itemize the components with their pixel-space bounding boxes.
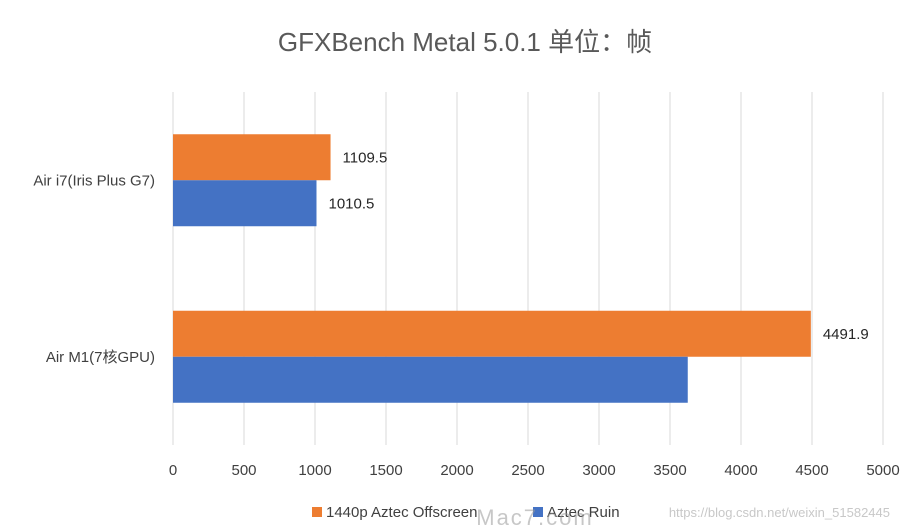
- x-tick-label: 3500: [653, 462, 686, 479]
- x-tick-label: 1000: [298, 462, 331, 479]
- x-tick-label: 4500: [795, 462, 828, 479]
- x-tick-labels: 0 500 1000 1500 2000 2500 3000 3500 4000 4500 5000: [169, 462, 900, 479]
- watermark-csdn: https://blog.csdn.net/weixin_51582445: [669, 505, 890, 520]
- legend-label: 1440p Aztec Offscreen: [326, 504, 478, 521]
- category-label: Air i7(Iris Plus G7): [33, 172, 155, 189]
- x-tick-label: 4000: [724, 462, 757, 479]
- category-label: Air M1(7核GPU): [46, 349, 155, 366]
- data-labels: 1109.5 1010.5 4491.9: [328, 149, 868, 343]
- data-label: 4491.9: [823, 326, 869, 343]
- legend-label: Aztec Ruin: [547, 504, 620, 521]
- legend-swatch: [312, 507, 322, 517]
- category-labels: Air i7(Iris Plus G7) Air M1(7核GPU): [33, 172, 155, 366]
- bars: [173, 134, 811, 403]
- chart-title: GFXBench Metal 5.0.1 单位：帧: [278, 27, 652, 57]
- x-tick-label: 3000: [582, 462, 615, 479]
- x-tick-label: 2000: [440, 462, 473, 479]
- x-tick-label: 500: [231, 462, 256, 479]
- watermark-mac: Mac7.com: [476, 505, 593, 530]
- legend-swatch: [533, 507, 543, 517]
- x-tick-label: 2500: [511, 462, 544, 479]
- data-label: 1109.5: [343, 149, 388, 166]
- x-tick-label: 1500: [369, 462, 402, 479]
- x-tick-label: 0: [169, 462, 177, 479]
- data-label: 1010.5: [328, 195, 374, 212]
- bar-aztec-offscreen-0: [173, 134, 331, 181]
- x-tick-label: 5000: [866, 462, 899, 479]
- bar-aztec-ruin-1: [173, 356, 688, 403]
- bar-aztec-ruin-0: [173, 180, 317, 227]
- bar-aztec-offscreen-1: [173, 310, 811, 357]
- legend: 1440p Aztec Offscreen Aztec Ruin: [312, 504, 620, 521]
